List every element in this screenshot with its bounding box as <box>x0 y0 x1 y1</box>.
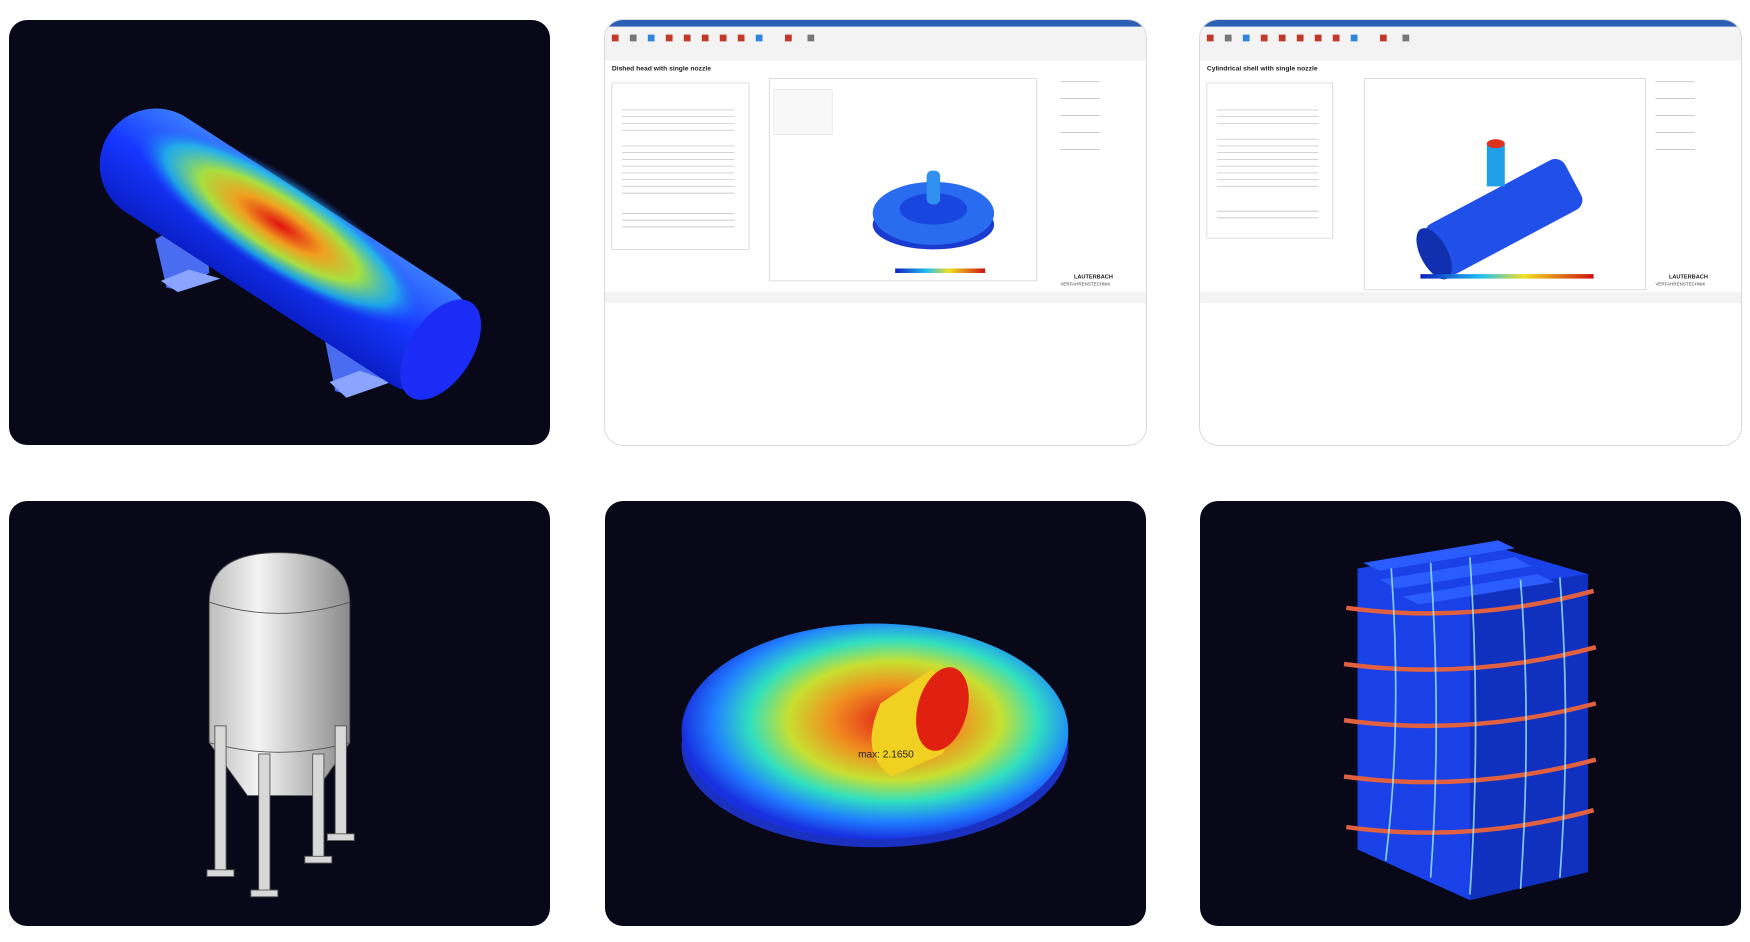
status-bar <box>1200 292 1741 304</box>
box-side <box>1469 574 1588 901</box>
brand-sub: VERFAHRENSTECHNIK <box>1060 281 1110 286</box>
boss-top <box>916 667 969 751</box>
annotation: max: 2.1650 <box>858 749 914 760</box>
shell-end <box>1416 228 1452 280</box>
box-image <box>1343 540 1597 901</box>
titlebar <box>1200 20 1741 27</box>
input-panel <box>611 82 750 250</box>
vessel <box>99 108 482 400</box>
tank-render <box>9 20 550 445</box>
tree-view <box>773 89 833 135</box>
app-title: Dished head with single nozzle <box>612 66 711 73</box>
stress-zone <box>136 125 424 326</box>
shell <box>1416 158 1583 280</box>
input-rows <box>621 109 735 228</box>
plate-render: max: 2.1650 <box>605 501 1146 926</box>
ribbon <box>605 26 1146 61</box>
toolbar-icons <box>611 34 815 42</box>
input-rows <box>1216 109 1319 219</box>
input-panel <box>1206 82 1334 239</box>
graphics-frame <box>1363 78 1646 291</box>
brand: LAUTERBACH <box>1669 275 1708 281</box>
dished-head-center <box>899 193 968 225</box>
nozzle <box>1486 143 1505 187</box>
shell-body <box>1424 158 1583 275</box>
silo-body <box>208 552 351 797</box>
nozzle <box>926 170 941 205</box>
brand-sub: VERFAHRENSTECHNIK <box>1655 281 1705 286</box>
brand: LAUTERBACH <box>1074 275 1113 281</box>
titlebar <box>605 20 1146 27</box>
nozzle-top <box>1486 139 1505 149</box>
status-bar <box>605 292 1146 304</box>
seam <box>209 601 350 614</box>
app-image: Dished head with single nozzle LAUTERBAC… <box>605 20 1146 304</box>
top-ribs <box>1363 540 1555 605</box>
color-bar <box>895 268 986 273</box>
silo-render <box>9 501 550 926</box>
ribbon <box>1200 26 1741 61</box>
legs <box>206 725 355 898</box>
output-rows <box>1060 81 1100 150</box>
box-render <box>1200 501 1741 926</box>
support-base <box>160 269 221 293</box>
app-title: Cylindrical shell with single nozzle <box>1207 66 1318 73</box>
support-base <box>329 370 392 398</box>
stress-lines <box>1384 557 1567 895</box>
graphics-frame <box>768 78 1038 282</box>
app-screenshot: Dished head with single nozzle LAUTERBAC… <box>605 20 1146 445</box>
color-bar <box>1420 274 1594 279</box>
app-image: Cylindrical shell with single nozzle LAU… <box>1200 20 1741 304</box>
silo-image <box>206 552 355 898</box>
tank-image <box>99 108 482 400</box>
plate-image: max: 2.1650 <box>681 623 1069 848</box>
toolbar-icons <box>1206 34 1410 42</box>
app-screenshot: Cylindrical shell with single nozzle LAU… <box>1200 20 1741 445</box>
vessel-head <box>400 299 482 400</box>
output-rows <box>1655 81 1695 150</box>
